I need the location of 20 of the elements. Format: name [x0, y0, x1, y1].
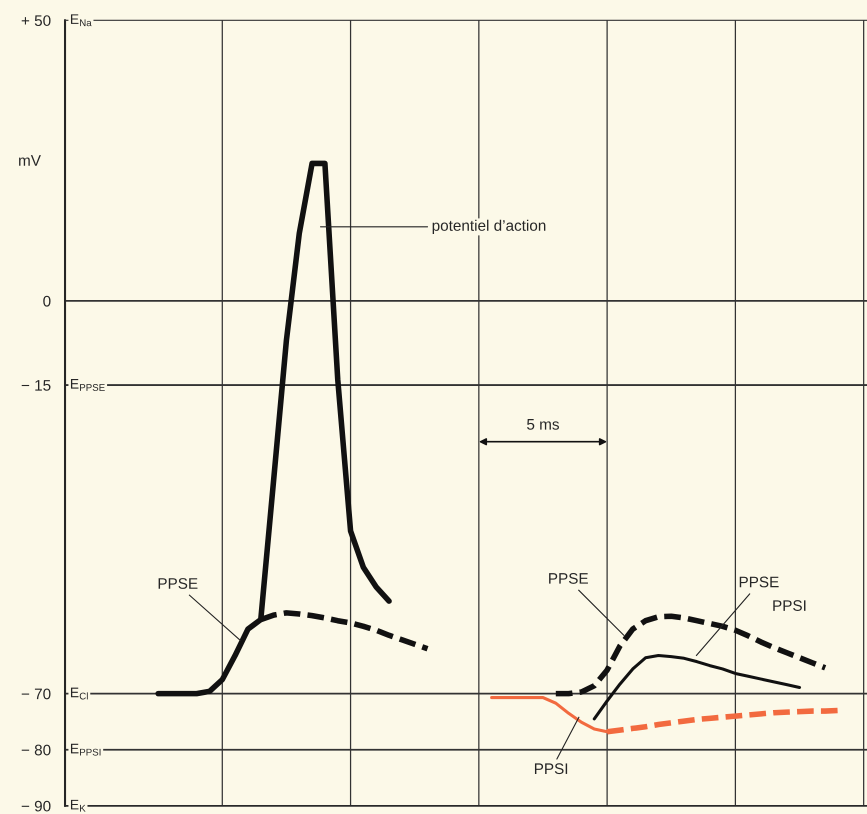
y-tick-label: + 50: [22, 15, 51, 26]
y-tick-label: − 70: [22, 688, 51, 700]
ref-line-label: E$_{Cl}$: [70, 688, 88, 700]
y-tick-label: 0: [43, 296, 51, 307]
line-series: [592, 654, 802, 720]
ref-line-label: E$_{PPSI}$: [70, 744, 100, 756]
ref-line-label: E$_{K}$: [70, 800, 86, 812]
y-tick-label: − 15: [22, 380, 50, 391]
annotation: potentiel d’action: [432, 220, 546, 234]
y-axis-title: mV: [19, 155, 41, 166]
y-tick-label: − 90: [22, 800, 51, 812]
annotation: PPSE: [740, 576, 779, 588]
annotation: PPSE: [158, 578, 198, 589]
y-tick-label: − 80: [22, 744, 51, 756]
annotation: PPSE: [549, 573, 588, 584]
annotation: E$_{Na}$: [70, 14, 92, 26]
annotation: PPSI: [534, 763, 568, 774]
annotation: 5 ms: [527, 419, 559, 430]
annotation: PPSI: [773, 600, 806, 611]
ref-line-label: E$_{PPSE}$: [70, 379, 105, 391]
